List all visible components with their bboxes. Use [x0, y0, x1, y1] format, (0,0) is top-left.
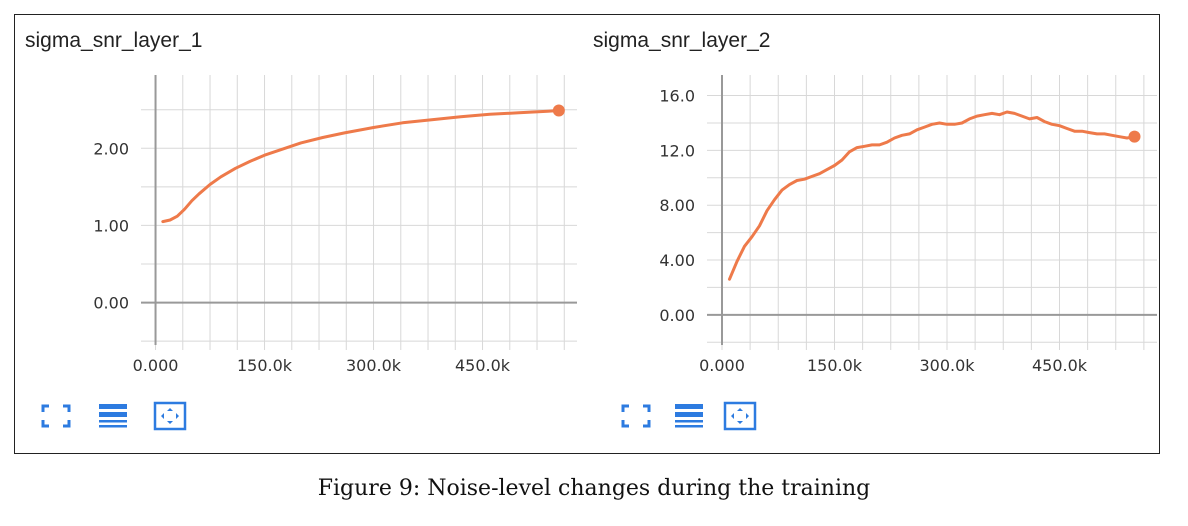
y-tick-label: 8.00 — [659, 196, 695, 215]
chart-panel-layer-1: sigma_snr_layer_1 0.00 1.00 2.00 0.000 150.0… — [15, 15, 585, 455]
chart-panel-layer-2: sigma_snr_layer_2 0.00 4.00 8.00 12.0 16.0 0.… — [587, 15, 1157, 455]
fullscreen-button[interactable] — [619, 401, 653, 431]
list-button[interactable] — [671, 401, 705, 431]
fit-domain-icon — [723, 401, 757, 431]
x-tick-label: 150.0k — [237, 356, 293, 375]
x-tick-label: 150.0k — [807, 356, 863, 375]
series-line — [728, 110, 1136, 281]
y-tick-label: 2.00 — [93, 139, 129, 158]
x-tick-label: 300.0k — [919, 356, 975, 375]
chart-title: sigma_snr_layer_2 — [593, 29, 771, 52]
series-endpoint — [552, 104, 565, 117]
x-tick-label: 450.0k — [455, 356, 511, 375]
y-tick-label: 1.00 — [93, 216, 129, 235]
figure-caption: Figure 9: Noise-level changes during the… — [317, 476, 871, 501]
x-tick-label: 0.000 — [133, 356, 179, 375]
x-tick-label: 450.0k — [1032, 356, 1088, 375]
figure-frame: sigma_snr_layer_1 0.00 1.00 2.00 0.000 150.0… — [14, 14, 1160, 454]
fullscreen-icon — [41, 404, 71, 428]
list-icon — [675, 404, 703, 428]
y-tick-label: 0.00 — [659, 306, 695, 325]
fullscreen-icon — [621, 404, 651, 428]
fit-domain-button[interactable] — [723, 401, 757, 431]
fit-domain-button[interactable] — [153, 401, 187, 431]
chart-plot-layer-1: 0.00 1.00 2.00 0.000 150.0k 300.0k 450.0k — [93, 75, 577, 375]
y-tick-label: 4.00 — [659, 251, 695, 270]
fit-domain-icon — [153, 401, 187, 431]
chart-title: sigma_snr_layer_1 — [25, 29, 203, 52]
series-endpoint — [1128, 130, 1141, 143]
list-button[interactable] — [95, 401, 129, 431]
series-line — [161, 109, 561, 224]
x-tick-label: 300.0k — [346, 356, 402, 375]
y-tick-label: 0.00 — [93, 294, 129, 313]
y-tick-label: 12.0 — [659, 141, 695, 160]
y-tick-label: 16.0 — [659, 87, 695, 106]
fullscreen-button[interactable] — [39, 401, 73, 431]
x-tick-label: 0.000 — [699, 356, 745, 375]
list-icon — [99, 404, 127, 428]
chart-plot-layer-2: 0.00 4.00 8.00 12.0 16.0 0.000 150.0k 300.0k 450… — [659, 75, 1157, 375]
